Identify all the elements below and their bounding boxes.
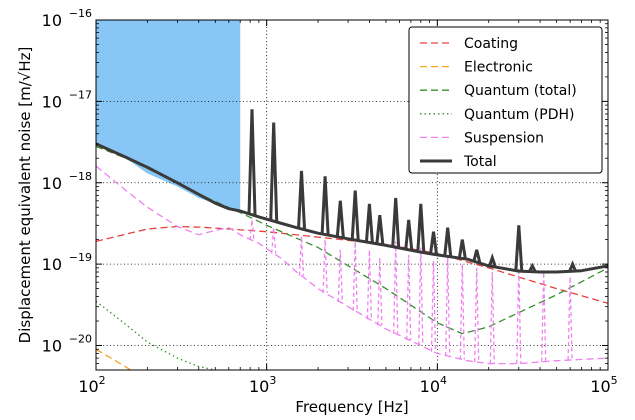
x-tick-exponent: 3 <box>269 374 276 387</box>
resonance-peak-total <box>391 197 401 248</box>
resonance-peak-suspension <box>366 249 373 320</box>
resonance-peak-total <box>350 190 360 241</box>
x-axis-label: Frequency [Hz] <box>295 398 408 416</box>
y-tick-base: 10 <box>42 92 62 111</box>
series-line-coating <box>96 225 608 304</box>
resonance-peak-total <box>269 122 279 222</box>
y-tick-exponent: −16 <box>69 7 92 20</box>
x-tick-label: 103 <box>249 374 276 396</box>
x-tick-base: 10 <box>78 377 98 396</box>
resonance-peak-suspension <box>489 271 495 364</box>
resonance-peak-suspension <box>249 219 255 241</box>
resonance-peak-suspension <box>337 249 343 303</box>
series-line-suspension <box>96 165 608 365</box>
resonance-peak-total <box>364 203 374 243</box>
resonance-peak-total <box>487 253 497 268</box>
resonance-peak-total <box>568 260 577 272</box>
resonance-peak-suspension <box>298 236 305 276</box>
resonance-peak-suspension <box>418 247 424 346</box>
resonance-peak-total <box>297 170 306 230</box>
resonance-peak-suspension <box>430 260 437 352</box>
y-tick-base: 10 <box>42 337 62 356</box>
grid-layer <box>96 20 608 370</box>
x-axis-label-unit: Hz <box>384 398 403 416</box>
resonance-peak-total <box>416 203 426 253</box>
x-axis-label-text: Frequency <box>295 398 373 416</box>
y-tick-exponent: −20 <box>69 333 92 346</box>
resonance-peak-total <box>375 214 385 245</box>
resonance-peak-suspension <box>445 257 451 356</box>
y-tick-label: 10 −19 <box>42 251 92 274</box>
resonance-peak-total <box>335 200 345 238</box>
y-tick-label: 10 −17 <box>42 88 92 111</box>
resonance-peak-suspension <box>459 264 465 360</box>
x-tick-base: 10 <box>590 377 610 396</box>
y-tick-label: 10 −16 <box>42 7 92 30</box>
y-tick-exponent: −19 <box>69 251 92 264</box>
x-tick-exponent: 4 <box>440 374 447 387</box>
series-line-electronic <box>96 348 132 370</box>
resonance-peak-suspension <box>322 239 328 293</box>
legend-label-quantum-pdh: Quantum (PDH) <box>464 107 574 123</box>
y-tick-base: 10 <box>42 255 62 274</box>
resonance-peak-total <box>404 219 414 251</box>
resonance-peak-total <box>472 249 482 263</box>
resonance-peak-total <box>320 176 330 235</box>
resonance-peak-suspension <box>393 241 399 334</box>
y-axis-label: Displacement equivalent noise [m/√Hz] <box>16 47 34 344</box>
resonance-peak-total <box>527 262 537 273</box>
y-tick-label: 10 −20 <box>42 333 92 356</box>
x-tick-label: 102 <box>78 374 105 396</box>
legend-label-suspension: Suspension <box>464 130 544 146</box>
legend-label-total: Total <box>463 154 497 170</box>
resonance-peak-total <box>247 109 257 215</box>
y-axis-label-text: Displacement equivalent noise <box>16 112 34 344</box>
series-line-total <box>96 142 608 274</box>
resonance-peak-total <box>514 225 524 272</box>
x-tick-label: 105 <box>590 374 617 396</box>
resonance-peak-suspension <box>516 267 522 364</box>
resonance-peak-suspension <box>406 254 412 340</box>
y-tick-base: 10 <box>42 11 62 30</box>
x-tick-label: 104 <box>420 374 447 396</box>
y-axis-label-unit: m/√Hz <box>16 52 34 101</box>
resonance-peak-suspension <box>474 267 480 363</box>
legend-label-coating: Coating <box>464 36 518 52</box>
shaded-region-layer <box>96 20 241 211</box>
series-layer <box>96 109 608 370</box>
legend: Coating Electronic Quantum (total) Quantum … <box>408 26 603 174</box>
x-tick-base: 10 <box>420 377 440 396</box>
legend-box <box>408 26 603 174</box>
legend-label-electronic: Electronic <box>464 60 533 76</box>
resonance-peak-suspension <box>352 241 358 311</box>
y-tick-exponent: −17 <box>69 88 92 101</box>
x-tick-exponent: 5 <box>611 374 618 387</box>
y-tick-label: 10 −18 <box>42 170 92 193</box>
series-line-quantum-pdh <box>96 300 216 370</box>
resonance-peak-suspension <box>377 257 383 326</box>
resonance-peak-total <box>457 239 467 259</box>
legend-label-quantum-total: Quantum (total) <box>464 83 577 99</box>
x-tick-base: 10 <box>249 377 269 396</box>
resonance-peak-total <box>429 231 438 255</box>
x-tick-exponent: 2 <box>99 374 106 387</box>
resonance-peak-suspension <box>271 227 277 254</box>
resonance-peak-suspension <box>541 271 547 362</box>
shaded-excluded-region <box>96 20 241 211</box>
y-tick-exponent: −18 <box>69 170 92 183</box>
y-tick-base: 10 <box>42 174 62 193</box>
resonance-peak-total <box>443 227 453 257</box>
